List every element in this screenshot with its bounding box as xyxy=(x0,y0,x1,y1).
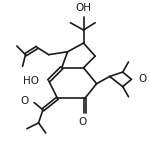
Text: O: O xyxy=(21,96,29,106)
Text: HO: HO xyxy=(22,76,39,86)
Text: OH: OH xyxy=(75,3,92,13)
Text: O: O xyxy=(138,74,146,84)
Text: O: O xyxy=(78,117,86,127)
